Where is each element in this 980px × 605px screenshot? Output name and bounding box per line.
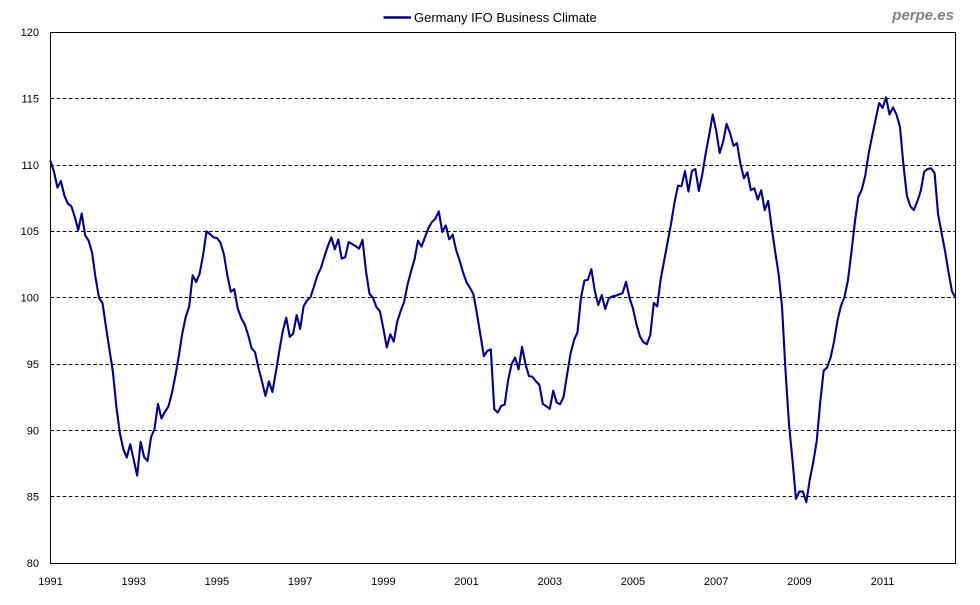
svg-text:1995: 1995 bbox=[205, 576, 229, 588]
svg-text:95: 95 bbox=[27, 359, 39, 371]
svg-text:1993: 1993 bbox=[121, 576, 145, 588]
svg-text:115: 115 bbox=[21, 93, 39, 105]
svg-text:80: 80 bbox=[27, 558, 39, 570]
svg-text:2007: 2007 bbox=[704, 576, 728, 588]
svg-text:2003: 2003 bbox=[538, 576, 562, 588]
svg-text:1997: 1997 bbox=[288, 576, 312, 588]
svg-text:1991: 1991 bbox=[38, 576, 62, 588]
svg-text:110: 110 bbox=[21, 160, 39, 172]
svg-text:2001: 2001 bbox=[454, 576, 478, 588]
svg-text:120: 120 bbox=[21, 27, 39, 39]
svg-text:85: 85 bbox=[27, 492, 39, 504]
svg-text:2009: 2009 bbox=[787, 576, 811, 588]
svg-text:2011: 2011 bbox=[871, 576, 895, 588]
svg-text:1999: 1999 bbox=[371, 576, 395, 588]
svg-text:105: 105 bbox=[21, 226, 39, 238]
svg-text:Germany IFO Business Climate: Germany IFO Business Climate bbox=[414, 10, 597, 25]
svg-text:perpe.es: perpe.es bbox=[891, 7, 954, 24]
svg-text:100: 100 bbox=[21, 293, 39, 305]
svg-text:2005: 2005 bbox=[621, 576, 645, 588]
svg-text:90: 90 bbox=[27, 425, 39, 437]
